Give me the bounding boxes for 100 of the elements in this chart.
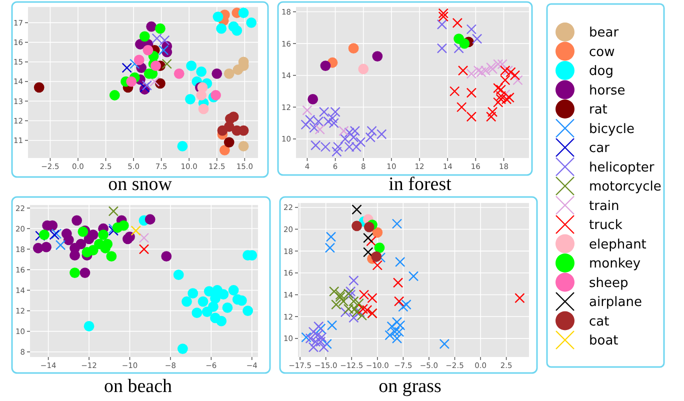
point xyxy=(493,82,504,94)
point xyxy=(84,320,94,332)
point xyxy=(173,270,184,280)
legend-label: elephant xyxy=(589,237,646,252)
point xyxy=(436,43,448,54)
point xyxy=(466,88,477,98)
point xyxy=(161,251,172,262)
legend-label: boat xyxy=(589,334,618,348)
legend-label: airplane xyxy=(589,295,642,310)
point xyxy=(348,43,359,54)
point xyxy=(458,65,468,76)
point xyxy=(372,227,383,238)
point xyxy=(150,76,160,87)
point xyxy=(222,302,233,313)
point xyxy=(162,58,172,69)
point xyxy=(363,247,374,258)
point xyxy=(192,308,202,318)
point xyxy=(355,137,366,148)
point xyxy=(438,8,448,18)
point xyxy=(146,21,157,32)
point xyxy=(348,312,359,323)
legend-label: cat xyxy=(589,314,610,330)
legend-label: motorcycle xyxy=(589,180,662,194)
legend-label: car xyxy=(589,141,610,156)
point xyxy=(327,113,338,124)
point xyxy=(332,146,342,157)
point xyxy=(224,121,234,132)
point xyxy=(322,338,332,349)
point xyxy=(352,220,362,232)
point xyxy=(188,288,198,299)
point xyxy=(352,307,362,318)
point xyxy=(364,222,374,232)
point xyxy=(372,51,383,62)
point xyxy=(366,126,377,136)
legend-label: bicycle xyxy=(589,122,634,137)
point xyxy=(80,268,90,278)
point xyxy=(439,338,450,349)
point xyxy=(493,97,504,108)
text: in forest xyxy=(388,174,452,195)
point xyxy=(228,285,239,296)
point xyxy=(139,31,150,42)
point xyxy=(502,65,514,76)
point xyxy=(182,296,192,307)
point xyxy=(186,60,197,72)
point xyxy=(174,68,184,79)
point xyxy=(34,82,44,93)
point xyxy=(340,307,351,318)
point xyxy=(512,75,523,86)
point xyxy=(326,232,336,242)
point xyxy=(392,333,402,344)
point xyxy=(514,292,525,304)
point xyxy=(314,321,324,332)
point xyxy=(218,289,229,300)
point xyxy=(438,11,448,22)
point xyxy=(398,302,408,312)
point xyxy=(63,234,74,246)
point xyxy=(456,102,467,112)
point xyxy=(177,141,188,152)
point xyxy=(212,12,224,22)
point xyxy=(310,336,321,347)
point xyxy=(126,76,137,87)
point xyxy=(210,90,221,100)
point xyxy=(358,304,368,314)
legend-label: rat xyxy=(589,102,608,118)
point xyxy=(88,230,98,240)
point xyxy=(354,298,364,309)
text: on beach xyxy=(104,376,173,397)
point xyxy=(362,304,372,316)
legend-label: cow xyxy=(589,44,616,60)
point xyxy=(392,316,402,328)
point xyxy=(302,105,312,116)
point xyxy=(500,65,510,76)
point xyxy=(487,106,498,118)
point xyxy=(497,59,508,70)
point xyxy=(450,86,460,96)
point xyxy=(367,292,378,304)
point xyxy=(459,38,470,49)
point xyxy=(55,240,66,250)
point xyxy=(328,286,340,297)
point xyxy=(224,68,234,79)
text: on snow xyxy=(108,174,172,195)
point xyxy=(300,120,311,130)
point xyxy=(500,75,510,86)
point xyxy=(328,118,339,128)
legend-label: train xyxy=(589,198,620,214)
point xyxy=(185,94,196,104)
point xyxy=(394,326,404,337)
point xyxy=(216,23,227,34)
point xyxy=(486,112,496,122)
point xyxy=(177,344,188,354)
point xyxy=(150,60,161,72)
point xyxy=(496,84,506,95)
point xyxy=(326,320,338,330)
point xyxy=(242,306,254,316)
point xyxy=(312,330,323,340)
point xyxy=(309,122,320,133)
point xyxy=(394,296,404,306)
point xyxy=(70,268,80,278)
point xyxy=(350,126,360,136)
point xyxy=(384,330,395,340)
